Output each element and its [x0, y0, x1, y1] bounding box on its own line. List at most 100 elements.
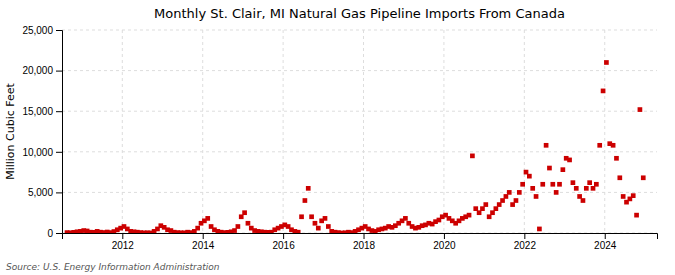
y-tick-mark — [56, 233, 62, 234]
point — [577, 194, 582, 199]
x-tick-mark — [364, 233, 365, 239]
point — [520, 182, 525, 187]
points — [65, 60, 646, 233]
point — [547, 166, 552, 171]
point — [477, 210, 482, 215]
y-tick-mark — [56, 71, 62, 72]
point — [594, 182, 599, 187]
x-tick-label: 2014 — [192, 240, 215, 251]
chart-container: 2012 2014 2016 2018 2020 2022 2024 0 5,000 10,000… — [0, 0, 675, 275]
x-tick-label: 2024 — [594, 240, 617, 251]
x-tick-label: 2012 — [112, 240, 135, 251]
y-tick: 0 — [47, 228, 62, 239]
point — [195, 226, 200, 231]
point — [571, 180, 576, 185]
x-grid-line — [363, 30, 364, 233]
y-grid-line — [62, 70, 657, 71]
point — [574, 186, 579, 191]
x-tick-mark — [283, 233, 284, 239]
x-tick-label: 2018 — [353, 240, 376, 251]
point — [638, 107, 643, 112]
x-tick: 2014 — [192, 233, 215, 251]
point — [239, 214, 244, 219]
y-tick-label: 15,000 — [22, 106, 53, 117]
y-tick-label: 25,000 — [22, 25, 53, 36]
point — [309, 214, 314, 219]
point — [326, 224, 331, 229]
point — [510, 202, 515, 207]
x-tick: 2024 — [594, 233, 617, 251]
point — [494, 206, 499, 211]
chart-svg: 2012 2014 2016 2018 2020 2022 2024 0 5,000 10,000… — [0, 0, 675, 275]
point — [246, 221, 251, 226]
y-axis: 0 5,000 10,000 15,000 20,000 25,000 — [22, 25, 62, 239]
y-tick: 25,000 — [22, 25, 62, 36]
point — [611, 143, 616, 148]
point — [557, 182, 562, 187]
point — [467, 213, 472, 218]
y-tick: 20,000 — [22, 65, 62, 76]
point — [232, 228, 237, 233]
x-tick: 2016 — [272, 233, 295, 251]
point — [299, 214, 304, 219]
point — [500, 198, 505, 203]
x-grid-line — [283, 30, 284, 233]
point — [306, 186, 311, 191]
x-grid-line — [443, 30, 444, 233]
grid — [62, 30, 657, 233]
point — [514, 198, 519, 203]
point — [554, 190, 559, 195]
y-tick-mark — [56, 111, 62, 112]
x-grid-line — [524, 30, 525, 233]
x-tick: 2022 — [514, 233, 537, 251]
point — [537, 227, 542, 232]
y-tick-label: 0 — [47, 228, 53, 239]
point — [316, 226, 321, 231]
y-tick-label: 5,000 — [28, 187, 53, 198]
point — [303, 198, 308, 203]
point — [544, 143, 549, 148]
x-tick: 2020 — [433, 233, 456, 251]
point — [242, 210, 247, 215]
point — [504, 194, 509, 199]
y-tick-label: 10,000 — [22, 147, 53, 158]
point — [517, 190, 522, 195]
point — [473, 206, 478, 211]
plot-area: 2012 2014 2016 2018 2020 2022 2024 0 5,000 10,000… — [22, 25, 657, 251]
x-axis-line — [63, 234, 658, 240]
y-grid-line — [62, 192, 657, 193]
point — [550, 182, 555, 187]
point — [591, 186, 596, 191]
point — [480, 206, 485, 211]
x-tick-mark — [444, 233, 445, 239]
x-tick-mark — [605, 233, 606, 239]
point — [601, 89, 606, 94]
point — [587, 180, 592, 185]
point — [524, 170, 529, 175]
point — [604, 60, 609, 65]
point — [205, 216, 210, 221]
y-tick-mark — [56, 30, 62, 31]
point — [561, 167, 566, 172]
point — [530, 186, 535, 191]
point — [236, 224, 241, 229]
x-tick-label: 2022 — [514, 240, 537, 251]
point — [617, 175, 622, 180]
x-tick-label: 2016 — [272, 240, 295, 251]
point — [323, 216, 328, 221]
x-axis: 2012 2014 2016 2018 2020 2022 2024 — [63, 233, 658, 251]
title: Monthly St. Clair, MI Natural Gas Pipeli… — [154, 6, 565, 21]
point — [614, 156, 619, 161]
point — [631, 193, 636, 198]
point — [634, 213, 639, 218]
y-tick-label: 20,000 — [22, 65, 53, 76]
x-tick-mark — [524, 233, 525, 239]
point — [597, 143, 602, 148]
y-tick: 10,000 — [22, 147, 62, 158]
point — [621, 194, 626, 199]
point — [581, 198, 586, 203]
point — [483, 202, 488, 207]
point — [641, 175, 646, 180]
x-tick-label: 2020 — [433, 240, 456, 251]
point — [527, 174, 532, 179]
